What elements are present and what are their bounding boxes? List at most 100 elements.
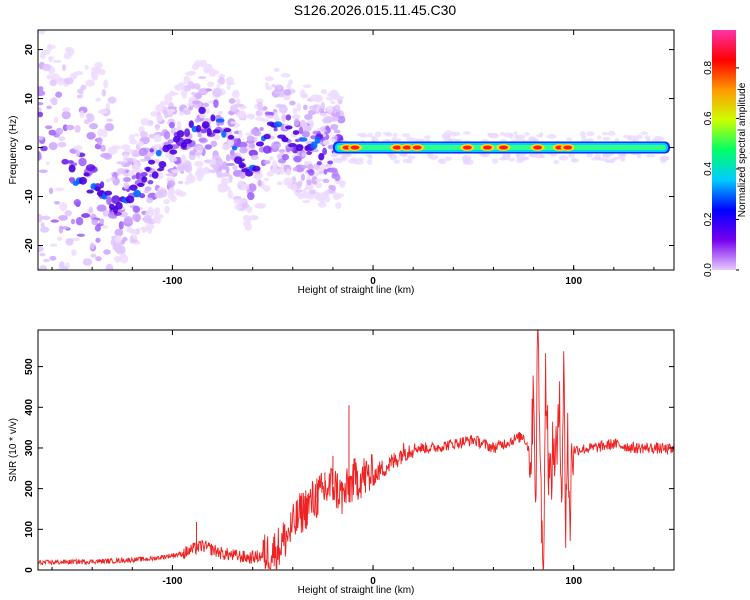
- noise-blob: [96, 204, 107, 212]
- noise-blob: [82, 258, 93, 266]
- noise-blob: [316, 161, 322, 166]
- noise-blob: [320, 88, 328, 95]
- ridge-blob: [273, 121, 283, 128]
- noise-blob: [337, 115, 346, 124]
- y-tick-label: 0: [24, 144, 35, 150]
- colorbar-ticks: 0.0 0.2 0.4 0.6 0.8: [703, 61, 739, 277]
- noise-blob: [230, 121, 236, 125]
- noise-blob: [126, 226, 133, 233]
- noise-blob: [226, 186, 231, 192]
- noise-blob: [77, 88, 84, 94]
- noise-blob: [259, 204, 264, 209]
- noise-blob: [303, 125, 312, 132]
- ridge-blob: [83, 172, 90, 177]
- y-tick-label: 100: [24, 521, 35, 538]
- noise-blob: [191, 100, 201, 105]
- noise-blob: [94, 224, 101, 232]
- band-halo: [645, 154, 656, 158]
- band-halo: [538, 154, 546, 159]
- noise-blob: [226, 81, 236, 85]
- snr-ticks: -100 0 100 0 100 200 300 400 500: [24, 330, 674, 587]
- noise-blob: [123, 216, 133, 225]
- x-tick-label: 100: [565, 276, 582, 287]
- band-halo: [387, 152, 393, 158]
- noise-blob: [271, 160, 277, 169]
- noise-blob: [101, 225, 109, 229]
- noise-blob: [66, 295, 72, 302]
- noise-blob: [79, 110, 85, 118]
- ridge-blob: [201, 121, 210, 129]
- band-halo: [406, 136, 414, 142]
- noise-blob: [131, 149, 140, 158]
- noise-blob: [164, 205, 170, 214]
- noise-blob: [46, 105, 52, 110]
- band-halo: [513, 131, 518, 136]
- noise-blob: [88, 290, 97, 293]
- noise-blob: [75, 217, 84, 226]
- noise-blob: [330, 100, 336, 105]
- ridge-blob: [292, 130, 300, 135]
- band-halo: [335, 157, 344, 161]
- noise-blob: [103, 249, 111, 255]
- noise-blob: [38, 245, 44, 253]
- noise-blob: [335, 202, 342, 210]
- noise-blob: [306, 183, 313, 191]
- noise-blob: [184, 180, 190, 185]
- noise-blob: [185, 71, 195, 76]
- noise-blob: [300, 92, 309, 99]
- noise-blob: [250, 154, 259, 161]
- noise-blob: [177, 162, 186, 172]
- noise-blob: [59, 202, 68, 211]
- spectrogram-frame: [37, 29, 675, 271]
- noise-blob: [291, 183, 297, 192]
- noise-blob: [61, 158, 69, 165]
- noise-blob: [239, 171, 246, 179]
- noise-blob: [198, 88, 207, 95]
- noise-blob: [147, 123, 153, 127]
- noise-blob: [61, 64, 67, 72]
- noise-blob: [218, 74, 226, 78]
- noise-blob: [106, 286, 115, 293]
- noise-blob: [106, 118, 113, 122]
- noise-blob: [83, 119, 91, 125]
- ridge-blob: [180, 141, 188, 149]
- noise-blob: [306, 150, 313, 155]
- ridge-blob: [233, 156, 243, 165]
- noise-blob: [318, 108, 325, 113]
- noise-blob: [122, 154, 128, 164]
- noise-blob: [128, 134, 135, 143]
- noise-blob: [216, 174, 224, 178]
- noise-blob: [55, 127, 64, 135]
- ridge-blob: [78, 176, 87, 185]
- noise-blob: [291, 114, 301, 120]
- noise-blob: [58, 215, 68, 221]
- noise-blob: [153, 159, 160, 164]
- noise-blob: [192, 146, 203, 150]
- noise-blob: [73, 199, 82, 207]
- noise-blob: [322, 139, 330, 146]
- spectrogram-xlabel: Height of straight line (km): [298, 285, 415, 296]
- ridge-blob: [263, 133, 271, 140]
- noise-blob: [38, 111, 44, 118]
- noise-blob: [191, 91, 197, 96]
- noise-blob: [172, 169, 180, 174]
- noise-blob: [41, 215, 51, 221]
- band-halo: [462, 154, 472, 161]
- ridge-blob: [198, 106, 206, 115]
- noise-blob: [228, 98, 236, 104]
- x-tick-label: 100: [565, 576, 582, 587]
- noise-blob: [208, 169, 218, 174]
- noise-blob: [245, 132, 253, 136]
- spectrogram-ylabel: Frequency (Hz): [8, 116, 19, 185]
- noise-blob: [138, 147, 148, 157]
- ridge-blob: [245, 170, 254, 177]
- noise-blob: [264, 82, 270, 88]
- noise-blob: [232, 138, 241, 147]
- ridge-blob: [231, 145, 238, 151]
- band-halo: [636, 153, 642, 159]
- noise-blob: [322, 178, 330, 183]
- noise-blob: [168, 108, 176, 113]
- noise-blob: [327, 160, 334, 165]
- noise-blob: [132, 213, 142, 222]
- noise-blob: [276, 84, 283, 91]
